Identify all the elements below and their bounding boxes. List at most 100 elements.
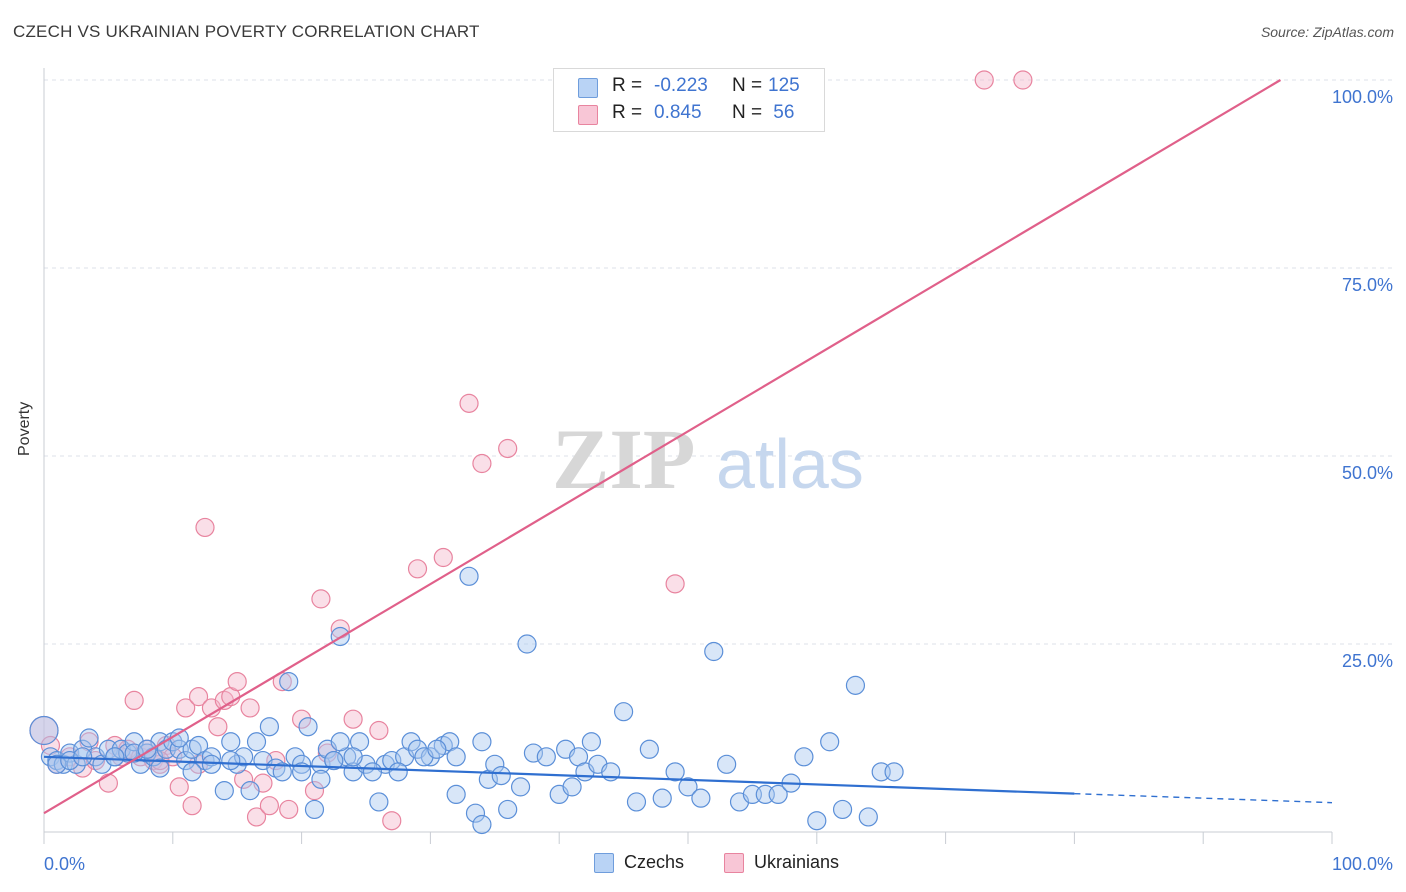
czech-point bbox=[221, 732, 241, 752]
czech-point bbox=[182, 762, 202, 782]
ukrainian-point bbox=[369, 720, 389, 741]
x-tick-label-max: 100.0% bbox=[1332, 854, 1393, 874]
czech-point bbox=[459, 566, 479, 586]
ukrainian-point bbox=[98, 773, 119, 793]
czech-point bbox=[652, 788, 672, 808]
trend-lines bbox=[43, 79, 1333, 815]
czech-point bbox=[517, 634, 537, 654]
ukrainian-point bbox=[343, 709, 363, 729]
czech-point bbox=[324, 750, 344, 771]
czech-point bbox=[369, 792, 389, 812]
ukrainian-point bbox=[459, 393, 479, 413]
ukrainian-point bbox=[382, 811, 402, 831]
czech-point bbox=[401, 732, 421, 752]
czech-legend-icon bbox=[594, 853, 614, 873]
czech-point bbox=[807, 811, 827, 831]
y-tick-label: 75.0% bbox=[1342, 275, 1393, 295]
ukrainian-point bbox=[176, 698, 196, 718]
ukr-r-label: R = bbox=[612, 102, 643, 123]
czech-point bbox=[845, 675, 866, 695]
watermark-atlas: atlas bbox=[716, 425, 864, 503]
ukrainian-point bbox=[227, 671, 247, 692]
czech-point bbox=[201, 747, 222, 767]
czech-point bbox=[472, 732, 492, 752]
czech-point bbox=[562, 777, 582, 797]
czech-point bbox=[717, 754, 737, 774]
czech-point bbox=[768, 784, 788, 805]
czech-point bbox=[691, 788, 711, 808]
ukr-n-value: 56 bbox=[768, 102, 795, 123]
czech-n-value: 125 bbox=[768, 75, 800, 96]
czech-point bbox=[29, 715, 59, 746]
czech-point bbox=[613, 702, 634, 722]
czech-point bbox=[311, 769, 331, 789]
czech-point bbox=[259, 717, 279, 737]
czech-trend-line-extension bbox=[1074, 792, 1333, 804]
czech-point bbox=[292, 762, 312, 782]
czech-point bbox=[446, 747, 466, 767]
czech-point bbox=[362, 762, 383, 782]
czech-point bbox=[678, 777, 698, 797]
ukrainian-point bbox=[188, 687, 209, 707]
czech-point bbox=[214, 781, 234, 801]
ukrainian-point bbox=[974, 70, 994, 90]
czech-point bbox=[626, 792, 647, 812]
ukrainian-point bbox=[407, 559, 428, 579]
czech-point bbox=[446, 784, 466, 805]
czech-point bbox=[330, 732, 350, 752]
czech-n-label: N = bbox=[732, 75, 763, 96]
ukrainian-swatch-icon bbox=[578, 105, 598, 125]
ukrainian-point bbox=[472, 453, 492, 474]
czech-point bbox=[858, 807, 878, 827]
czech-point bbox=[292, 754, 312, 774]
czech-point bbox=[73, 747, 93, 767]
czech-point bbox=[343, 747, 363, 767]
czech-point bbox=[298, 717, 318, 737]
czech-trend-line bbox=[43, 755, 1075, 795]
ukrainian-point bbox=[433, 547, 453, 568]
czech-point bbox=[704, 641, 724, 662]
y-tick-label: 100.0% bbox=[1332, 87, 1393, 107]
chart-title: CZECH VS UKRAINIAN POVERTY CORRELATION C… bbox=[13, 22, 480, 41]
ukrainian-point bbox=[304, 781, 325, 801]
czech-point bbox=[279, 671, 299, 692]
czech-point bbox=[240, 781, 260, 801]
czech-point bbox=[794, 747, 814, 767]
czech-point bbox=[105, 747, 125, 767]
ukrainian-point bbox=[279, 799, 299, 820]
ukrainian-trend-line bbox=[43, 79, 1282, 815]
gridlines bbox=[44, 79, 1392, 645]
ukrainian-point bbox=[169, 777, 189, 797]
czech-point bbox=[420, 747, 440, 767]
ukrainian-point bbox=[240, 698, 260, 718]
czech-point bbox=[388, 762, 408, 782]
ukrainian-legend-icon bbox=[724, 853, 744, 873]
correlation-legend: R = -0.223 N = 125 R = 0.845 N = 56 bbox=[553, 68, 825, 132]
czech-point bbox=[491, 765, 511, 786]
czech-point bbox=[427, 739, 447, 759]
ukrainian-point bbox=[498, 438, 518, 459]
ukrainian-point bbox=[246, 807, 267, 827]
ukrainian-point bbox=[124, 690, 144, 711]
x-axis-ticks bbox=[43, 832, 1333, 844]
ukrainian-point bbox=[1013, 70, 1033, 90]
czech-point bbox=[665, 762, 685, 782]
czech-point bbox=[498, 799, 518, 820]
legend-label-ukrainians: Ukrainians bbox=[754, 852, 840, 872]
ukrainian-point bbox=[182, 796, 202, 816]
czech-point bbox=[79, 728, 99, 748]
y-tick-label: 50.0% bbox=[1342, 463, 1393, 483]
czech-point bbox=[221, 750, 241, 771]
czech-point bbox=[510, 777, 531, 797]
czech-point bbox=[832, 799, 853, 820]
ukrainian-point bbox=[292, 709, 312, 729]
ukrainian-point bbox=[311, 589, 331, 609]
czech-point bbox=[639, 739, 659, 759]
czech-swatch-icon bbox=[578, 78, 598, 98]
ukrainian-point bbox=[665, 574, 685, 594]
ukrainian-point bbox=[208, 717, 228, 737]
czech-point bbox=[304, 799, 325, 820]
ukrainian-point bbox=[195, 517, 215, 538]
y-tick-labels: 100.0% 75.0% 50.0% 25.0% bbox=[1332, 87, 1393, 671]
